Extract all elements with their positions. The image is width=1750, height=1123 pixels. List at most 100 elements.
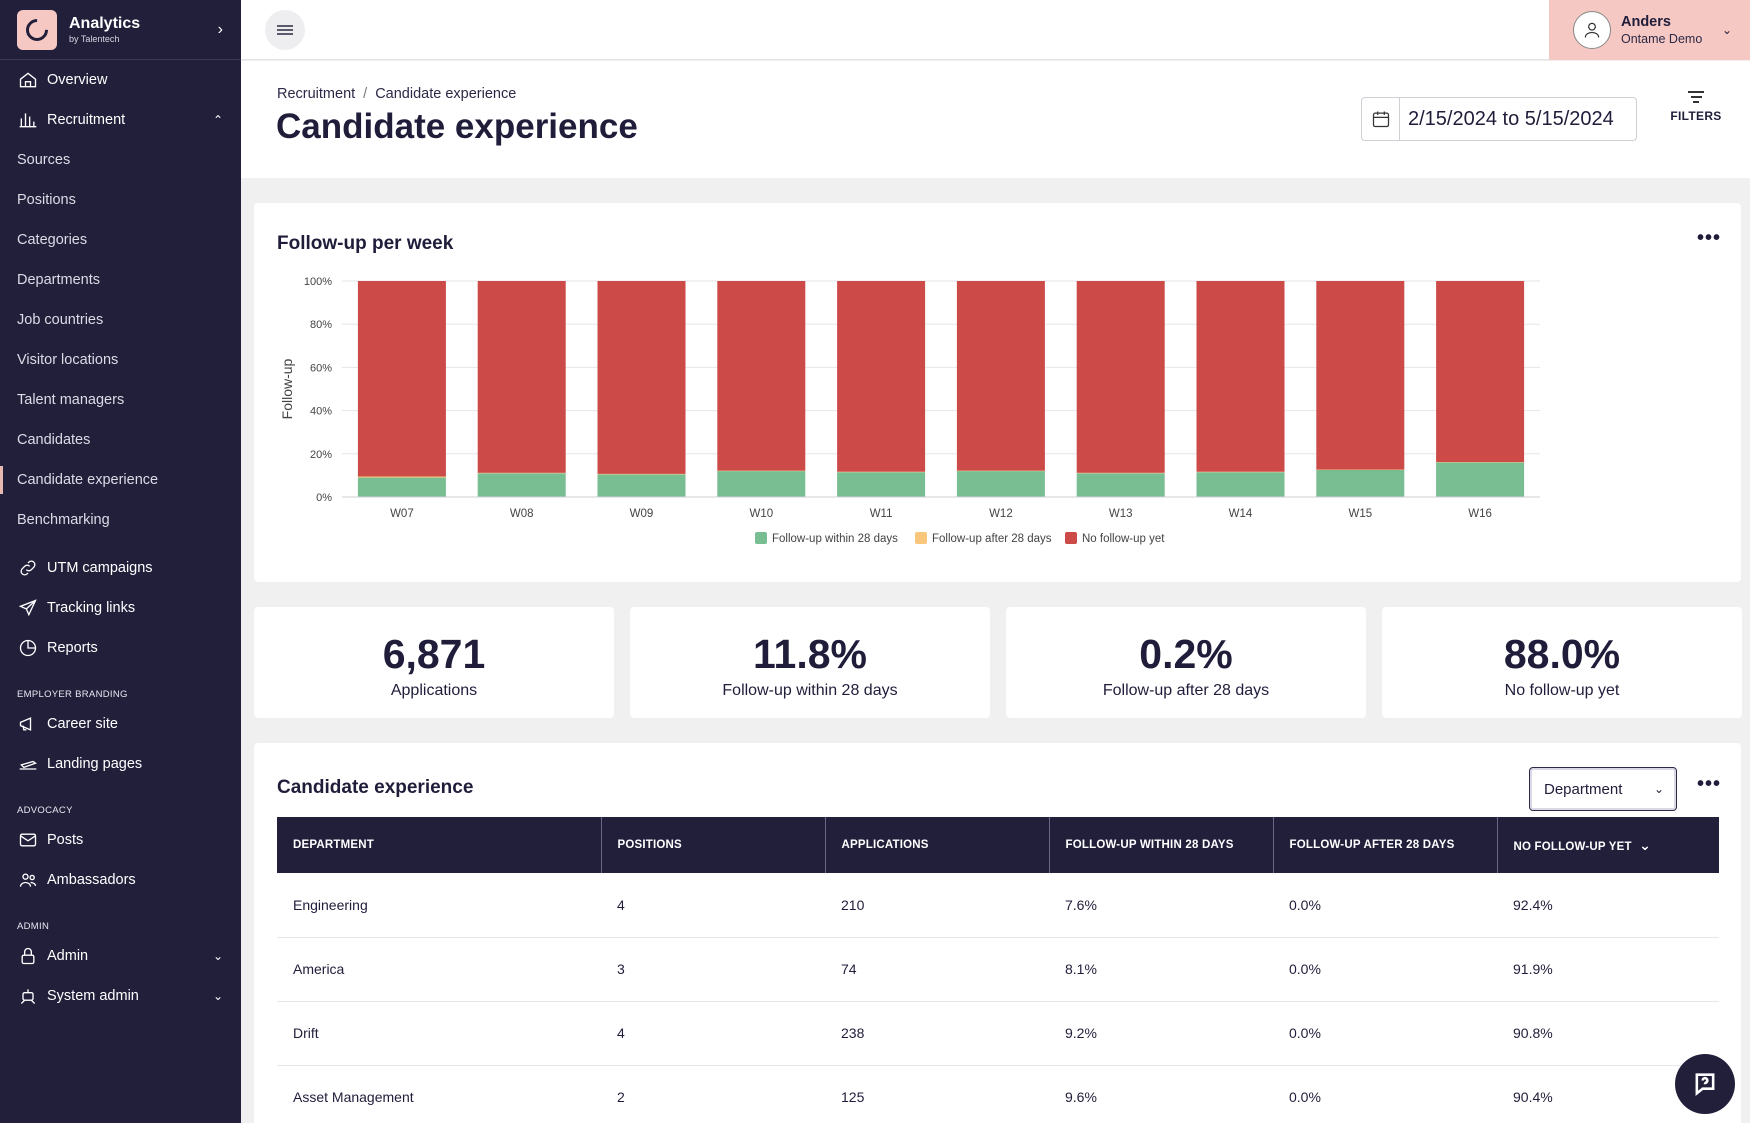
bar-segment (1316, 470, 1405, 497)
sidebar-item-ambassadors[interactable]: Ambassadors (0, 860, 241, 900)
x-tick-label: W07 (390, 508, 414, 520)
kpi-value: 6,871 (382, 631, 486, 677)
table-row[interactable]: Asset Management 2 125 9.6% 0.0% 90.4% (277, 1065, 1719, 1123)
chevron-up-icon[interactable]: ⌃ (212, 113, 223, 127)
more-options-icon[interactable]: ••• (1696, 227, 1721, 249)
column-header-positions[interactable]: POSITIONS (601, 817, 826, 873)
sidebar-item-landing-pages[interactable]: Landing pages (0, 744, 241, 784)
user-avatar-icon (1573, 11, 1611, 49)
table-cell: 0.0% (1273, 937, 1497, 1002)
bar-chart-icon (18, 110, 38, 130)
sidebar-item-system-admin[interactable]: System admin ⌄ (0, 976, 241, 1016)
sidebar-subitem-sources[interactable]: Sources (17, 152, 71, 168)
kpi-label: Follow-up within 28 days (722, 682, 898, 699)
filters-label: FILTERS (1670, 109, 1722, 123)
bar-segment (597, 281, 686, 474)
sidebar-subitem-positions[interactable]: Positions (17, 192, 76, 208)
sidebar-item-label: Landing pages (47, 756, 143, 772)
table-cell: 7.6% (1049, 873, 1273, 938)
sidebar-item-tracking-links[interactable]: Tracking links (0, 588, 241, 628)
column-header-follow-up-within-28-days[interactable]: FOLLOW-UP WITHIN 28 DAYS (1049, 817, 1274, 873)
x-tick-label: W13 (1109, 508, 1133, 520)
top-bar: Anders Ontame Demo ⌄ (241, 0, 1750, 60)
sidebar-item-recruitment[interactable]: Recruitment ⌃ (0, 100, 241, 140)
x-tick-label: W12 (989, 508, 1013, 520)
table-cell: 4 (601, 873, 825, 938)
sidebar-subitem-candidate-experience[interactable]: Candidate experience (0, 460, 241, 500)
bar-segment (357, 476, 446, 478)
sidebar-subitem-job-countries[interactable]: Job countries (17, 312, 104, 328)
kpi-label: Applications (390, 682, 478, 699)
sidebar-item-posts[interactable]: Posts (0, 820, 241, 860)
send-icon (18, 598, 38, 618)
bar-segment (717, 471, 806, 497)
legend-swatch (915, 532, 927, 544)
chevron-down-icon[interactable]: ⌄ (212, 949, 223, 963)
y-tick-label: 40% (310, 406, 332, 418)
bar-segment (717, 281, 806, 471)
filters-button[interactable]: FILTERS (1666, 91, 1726, 123)
hamburger-menu-icon[interactable] (265, 10, 305, 50)
column-header-department[interactable]: DEPARTMENT (277, 817, 602, 873)
user-menu[interactable]: Anders Ontame Demo ⌄ (1549, 0, 1750, 60)
table-row[interactable]: Drift 4 238 9.2% 0.0% 90.8% (277, 1001, 1719, 1066)
sidebar-section-label: ADVOCACY (17, 805, 73, 816)
filter-icon (1666, 91, 1726, 103)
chevron-down-icon[interactable]: ⌄ (212, 989, 223, 1003)
chart-title: Follow-up per week (277, 233, 454, 254)
table-cell: 9.6% (1049, 1065, 1273, 1123)
sidebar-subitem-candidates[interactable]: Candidates (17, 432, 91, 448)
date-range-picker[interactable]: 2/15/2024 to 5/15/2024 (1361, 97, 1637, 141)
sidebar-subitem-talent-managers[interactable]: Talent managers (17, 392, 125, 408)
candidate-experience-table-card: Candidate experience Department ⌄ ••• DE… (254, 743, 1741, 1123)
breadcrumb-parent[interactable]: Recruitment (277, 86, 356, 102)
sidebar-item-reports[interactable]: Reports (0, 628, 241, 668)
sidebar-item-overview[interactable]: Overview (0, 60, 241, 100)
more-options-icon[interactable]: ••• (1696, 773, 1721, 795)
chevron-down-icon[interactable]: ⌄ (1721, 23, 1732, 37)
sidebar-section-label: EMPLOYER BRANDING (17, 689, 128, 700)
bar-segment (597, 474, 686, 497)
sidebar-item-label: Tracking links (47, 600, 136, 616)
table-cell: 4 (601, 1001, 825, 1066)
bar-segment (1436, 281, 1525, 463)
help-chat-icon[interactable] (1675, 1054, 1735, 1114)
y-tick-label: 80% (310, 319, 332, 331)
sidebar-item-career-site[interactable]: Career site (0, 704, 241, 744)
chevron-right-icon[interactable]: › (217, 20, 223, 38)
sidebar-item-utm-campaigns[interactable]: UTM campaigns (0, 548, 241, 588)
breadcrumb-current: Candidate experience (375, 86, 517, 102)
legend-label: Follow-up within 28 days (772, 533, 898, 545)
bar-segment (1196, 472, 1285, 497)
column-header-follow-up-after-28-days[interactable]: FOLLOW-UP AFTER 28 DAYS (1273, 817, 1498, 873)
kpi-card-applications: 6,871 Applications (254, 607, 614, 718)
legend-label: Follow-up after 28 days (932, 533, 1052, 545)
y-tick-label: 60% (310, 362, 332, 374)
user-org: Ontame Demo (1621, 32, 1703, 46)
legend-label: No follow-up yet (1082, 533, 1165, 545)
table-row[interactable]: Engineering 4 210 7.6% 0.0% 92.4% (277, 873, 1719, 938)
sidebar-item-admin[interactable]: Admin ⌄ (0, 936, 241, 976)
column-header-no-follow-up-yet[interactable]: NO FOLLOW-UP YET ⌄ (1497, 817, 1719, 873)
bar-segment (1076, 281, 1165, 473)
sidebar-subitem-departments[interactable]: Departments (17, 272, 101, 288)
x-tick-label: W08 (510, 508, 534, 520)
table-cell: 0.0% (1273, 1065, 1497, 1123)
column-header-applications[interactable]: APPLICATIONS (825, 817, 1050, 873)
brand-header[interactable]: Analytics by Talentech › (0, 0, 241, 60)
sidebar-subitem-benchmarking[interactable]: Benchmarking (17, 512, 110, 528)
kpi-card-no-follow-up: 88.0% No follow-up yet (1382, 607, 1742, 718)
bar-segment (1076, 473, 1165, 497)
bar-segment (1436, 462, 1525, 497)
table-row[interactable]: America 3 74 8.1% 0.0% 91.9% (277, 937, 1719, 1002)
group-by-select[interactable]: Department ⌄ (1529, 767, 1677, 811)
bar-segment (477, 473, 566, 497)
sidebar-subitem-categories[interactable]: Categories (17, 232, 88, 248)
sidebar-section-label: ADMIN (17, 921, 50, 932)
table-cell: Engineering (277, 873, 601, 938)
sidebar-item-label: Career site (47, 716, 118, 732)
breadcrumb-separator: / (363, 86, 368, 102)
home-icon (18, 70, 38, 90)
sidebar-subitem-visitor-locations[interactable]: Visitor locations (17, 352, 119, 368)
sidebar: Analytics by Talentech › Overview Recruit… (0, 0, 241, 1123)
